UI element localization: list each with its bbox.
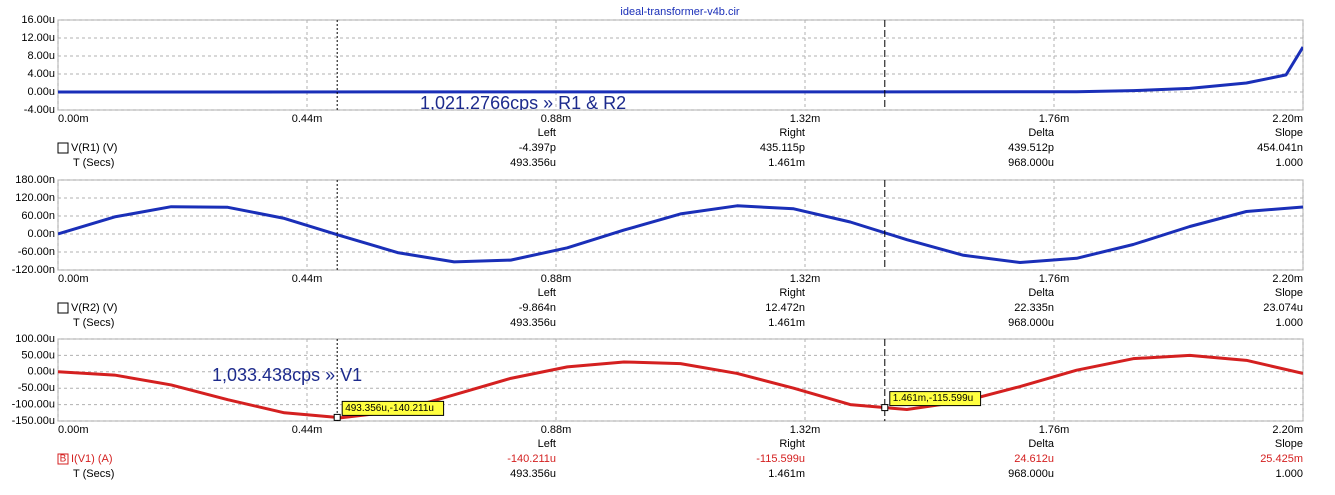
- readout-header: Left: [538, 127, 556, 139]
- x-tick-label: 0.44m: [292, 273, 323, 285]
- y-tick-label: 8.00u: [27, 50, 55, 62]
- x-tick-label: 0.88m: [541, 273, 572, 285]
- chart-title: ideal-transformer-v4b.cir: [620, 6, 740, 18]
- readout-time: 493.356u: [510, 317, 556, 329]
- legend-marker: B: [60, 454, 67, 465]
- annotation: 1,033.438cps » V1: [212, 365, 362, 385]
- plot-frame: [57, 179, 1304, 271]
- legend-box: [57, 453, 69, 465]
- legend-box: [57, 142, 69, 154]
- y-tick-label: 60.00n: [21, 210, 55, 222]
- x-tick-label: 1.76m: [1039, 113, 1070, 125]
- y-tick-label: -100.00u: [12, 399, 55, 411]
- readout-header: Left: [538, 438, 556, 450]
- readout-value: 25.425m: [1260, 453, 1303, 465]
- x-tick-label: 1.76m: [1039, 273, 1070, 285]
- legend-box: [57, 302, 69, 314]
- readout-header: Slope: [1275, 438, 1303, 450]
- x-tick-label: 0.00m: [58, 273, 89, 285]
- readout-time: 968.000u: [1008, 317, 1054, 329]
- readout-value: -9.864n: [519, 302, 556, 314]
- y-tick-label: 4.00u: [27, 68, 55, 80]
- series-line: [58, 204, 1303, 264]
- readout-value: 439.512p: [1008, 142, 1054, 154]
- x-tick-label: 0.00m: [58, 113, 89, 125]
- x-tick-label: 1.32m: [790, 113, 821, 125]
- x-tick-label: 0.44m: [292, 113, 323, 125]
- annotation: 1,021.2766cps » R1 & R2: [420, 93, 626, 113]
- readout-header: Right: [779, 287, 805, 299]
- readout-value: -4.397p: [519, 142, 556, 154]
- y-tick-label: 0.00n: [27, 228, 55, 240]
- readout-time: 493.356u: [510, 157, 556, 169]
- x-tick-label: 2.20m: [1272, 113, 1303, 125]
- readout-header: Right: [779, 127, 805, 139]
- readout-time: 493.356u: [510, 468, 556, 480]
- x-tick-label: 0.88m: [541, 424, 572, 436]
- y-tick-label: 0.00u: [27, 366, 55, 378]
- readout-time: 968.000u: [1008, 468, 1054, 480]
- y-tick-label: -4.00u: [24, 104, 55, 116]
- readout-time: 1.000: [1275, 468, 1303, 480]
- y-tick-label: -150.00u: [12, 415, 55, 427]
- y-tick-label: 180.00n: [15, 174, 55, 186]
- readout-value: 24.612u: [1014, 453, 1054, 465]
- readout-header: Delta: [1028, 287, 1055, 299]
- readout-time-label: T (Secs): [73, 317, 114, 329]
- readout-value: -115.599u: [756, 453, 805, 465]
- readout-value: 23.074u: [1263, 302, 1303, 314]
- readout-time-label: T (Secs): [73, 468, 114, 480]
- legend-label: I(V1) (A): [71, 453, 113, 465]
- x-tick-label: 0.88m: [541, 113, 572, 125]
- x-tick-label: 0.00m: [58, 424, 89, 436]
- y-tick-label: -60.00n: [18, 246, 55, 258]
- y-tick-label: 50.00u: [21, 349, 55, 361]
- x-tick-label: 0.44m: [292, 424, 323, 436]
- x-tick-label: 1.32m: [790, 424, 821, 436]
- readout-time: 1.000: [1275, 317, 1303, 329]
- readout-value: 454.041n: [1257, 142, 1303, 154]
- readout-header: Right: [779, 438, 805, 450]
- x-tick-label: 2.20m: [1272, 424, 1303, 436]
- readout-time-label: T (Secs): [73, 157, 114, 169]
- readout-time: 1.461m: [768, 317, 805, 329]
- readout-header: Slope: [1275, 287, 1303, 299]
- y-tick-label: 120.00n: [15, 192, 55, 204]
- readout-header: Delta: [1028, 127, 1055, 139]
- plot-frame: [57, 19, 1304, 111]
- x-tick-label: 2.20m: [1272, 273, 1303, 285]
- readout-time: 968.000u: [1008, 157, 1054, 169]
- readout-header: Delta: [1028, 438, 1055, 450]
- legend-label: V(R2) (V): [71, 302, 117, 314]
- readout-value: 435.115p: [760, 142, 805, 154]
- y-tick-label: 100.00u: [15, 333, 55, 345]
- readout-value: 22.335n: [1014, 302, 1054, 314]
- y-tick-label: -50.00u: [18, 382, 55, 394]
- y-tick-label: 12.00u: [21, 32, 55, 44]
- x-tick-label: 1.32m: [790, 273, 821, 285]
- cursor-label: 1.461m,-115.599u: [893, 393, 973, 404]
- cursor-point: [333, 413, 341, 421]
- y-tick-label: 16.00u: [21, 14, 55, 26]
- series-line: [58, 353, 1303, 420]
- series-line: [58, 46, 1303, 94]
- x-tick-label: 1.76m: [1039, 424, 1070, 436]
- cursor-label: 493.356u,-140.211u: [345, 403, 434, 414]
- readout-value: 12.472n: [765, 302, 805, 314]
- readout-header: Slope: [1275, 127, 1303, 139]
- y-tick-label: -120.00n: [12, 264, 55, 276]
- readout-time: 1.000: [1275, 157, 1303, 169]
- cursor-label-box: [889, 391, 982, 407]
- cursor-point: [881, 404, 889, 412]
- legend-label: V(R1) (V): [71, 142, 117, 154]
- readout-header: Left: [538, 287, 556, 299]
- readout-time: 1.461m: [768, 468, 805, 480]
- y-tick-label: 0.00u: [27, 86, 55, 98]
- readout-value: -140.211u: [507, 453, 556, 465]
- cursor-label-box: [341, 400, 445, 416]
- readout-time: 1.461m: [768, 157, 805, 169]
